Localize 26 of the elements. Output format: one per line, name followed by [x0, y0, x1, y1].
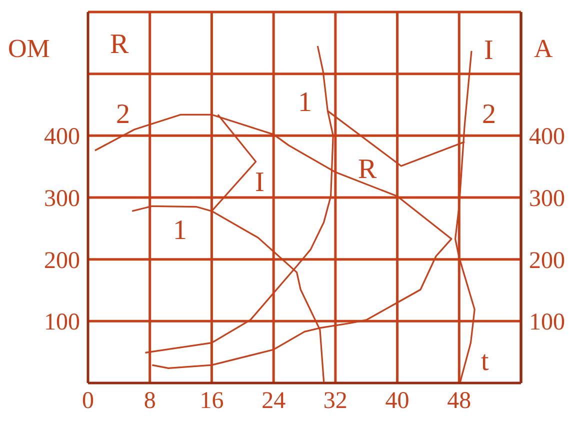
y2-tick-label: 300 — [529, 186, 565, 212]
annotation: R — [110, 29, 129, 60]
x-tick-label: 0 — [82, 388, 94, 414]
x-axis-title: t — [481, 346, 489, 378]
annotation: R — [358, 154, 377, 185]
x-tick-label: 48 — [447, 388, 472, 414]
annotation: 1 — [173, 215, 187, 246]
y-tick-label: 300 — [44, 186, 80, 212]
x-tick-label: 24 — [262, 388, 286, 414]
y2-tick-label: 200 — [529, 248, 565, 274]
y2-tick-label: 100 — [529, 310, 565, 336]
y2-tick-label: 400 — [529, 124, 565, 150]
annotation: 2 — [116, 99, 130, 130]
annotation: I — [255, 167, 264, 198]
annotation: 2 — [482, 99, 496, 130]
y-axis-title: OM — [8, 34, 50, 64]
annotation: I — [484, 35, 494, 66]
x-tick-label: 32 — [323, 388, 348, 414]
x-tick-label: 40 — [385, 388, 410, 414]
y2-axis-title: A — [534, 34, 553, 64]
y-tick-label: 200 — [44, 248, 80, 274]
y-tick-label: 100 — [44, 310, 80, 336]
x-tick-label: 8 — [144, 388, 156, 414]
y-tick-label: 400 — [44, 124, 80, 150]
x-tick-label: 16 — [200, 388, 224, 414]
annotation: 1 — [298, 87, 312, 118]
